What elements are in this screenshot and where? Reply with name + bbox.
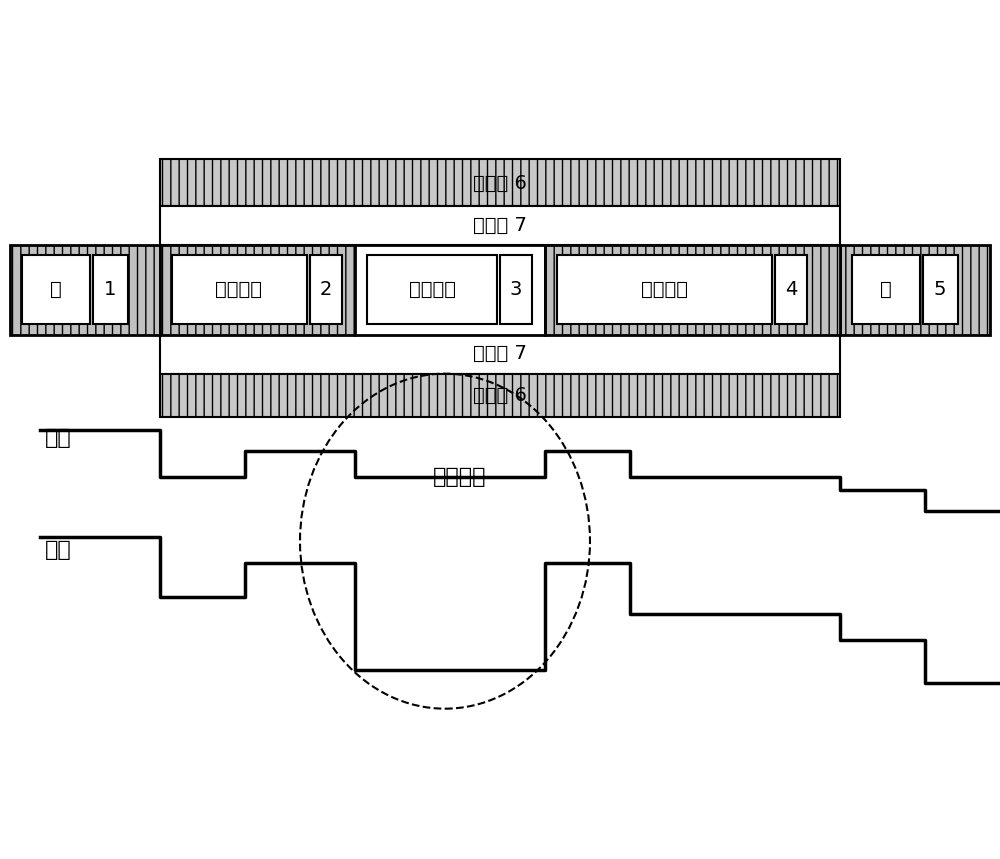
Bar [160,206,840,245]
Text: 栏电极 6: 栏电极 6 [473,174,527,192]
Text: 沟道段二: 沟道段二 [409,280,456,299]
Text: 沟道段一: 沟道段一 [216,280,262,299]
Text: 沟道势垒: 沟道势垒 [433,466,487,487]
Text: 4: 4 [785,280,797,299]
Bar [160,159,840,206]
Bar [172,255,307,324]
Bar [310,255,342,324]
Bar [93,255,128,324]
Bar [10,245,160,335]
Bar [775,255,807,324]
Bar [923,255,958,324]
Bar [355,245,545,335]
Bar [22,255,90,324]
Text: 導带: 導带 [45,428,72,448]
Bar [367,255,497,324]
Text: 价带: 价带 [45,539,72,560]
Bar [840,245,990,335]
Bar [160,245,355,335]
Bar [545,245,840,335]
Text: 2: 2 [320,280,332,299]
Text: 漏: 漏 [880,280,892,299]
Bar [160,374,840,417]
Bar [160,335,840,374]
Text: 沟道段三: 沟道段三 [640,280,688,299]
Text: 栏氧层 7: 栏氧层 7 [473,344,527,363]
Text: 5: 5 [934,280,946,299]
Bar [852,255,920,324]
Text: 栏氧层 7: 栏氧层 7 [473,216,527,235]
Bar [500,255,532,324]
Text: 3: 3 [510,280,522,299]
Text: 栏电极 6: 栏电极 6 [473,386,527,405]
Text: 1: 1 [104,280,116,299]
Text: 源: 源 [50,280,62,299]
Bar [557,255,772,324]
